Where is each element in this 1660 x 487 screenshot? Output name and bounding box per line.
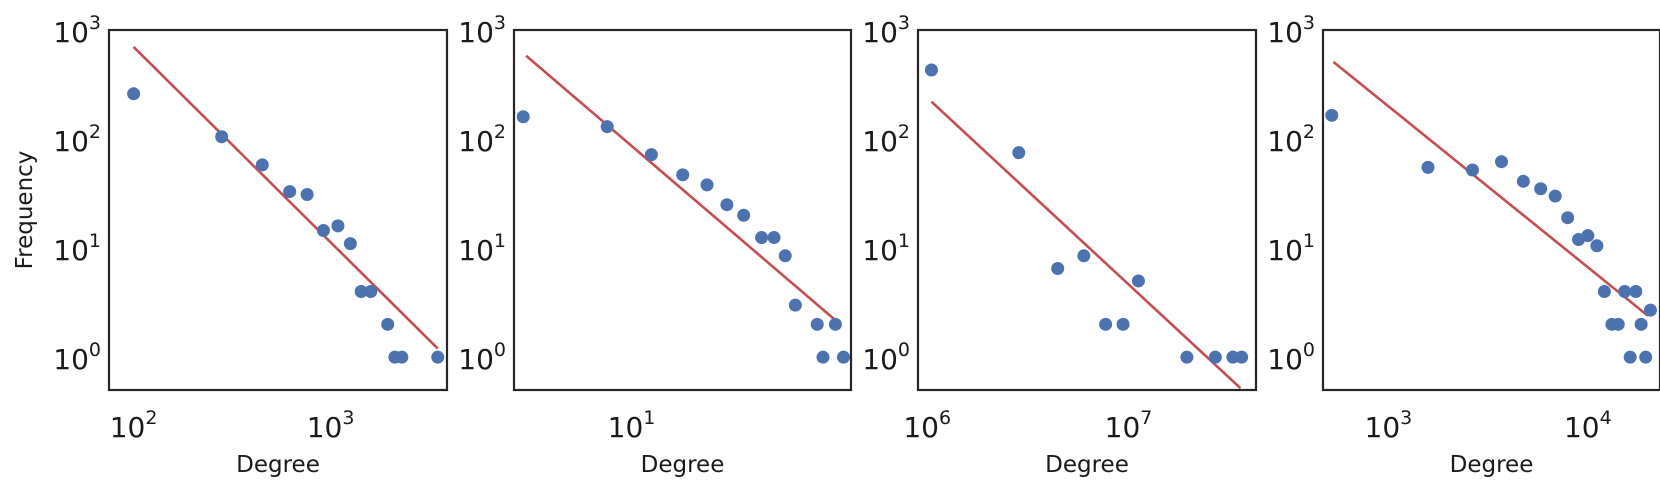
data-point-5 — [1516, 174, 1530, 188]
data-point-1 — [924, 63, 938, 77]
x-tick-label: 102 — [110, 407, 158, 444]
y-tick-label: 102 — [458, 121, 506, 158]
y-tick-label: 101 — [862, 230, 910, 267]
x-axis-label: Degree — [641, 452, 725, 478]
data-point-19 — [1639, 350, 1653, 364]
x-axis-label: Degree — [1045, 452, 1129, 478]
plot-frame — [1321, 28, 1660, 392]
data-point-3 — [644, 148, 658, 162]
data-point-1 — [1325, 108, 1339, 122]
x-tick-label: 106 — [903, 407, 951, 444]
data-point-5 — [300, 188, 314, 202]
y-axis-label: Frequency — [12, 151, 38, 270]
data-point-4 — [676, 168, 690, 182]
x-tick-label: 107 — [1105, 407, 1153, 444]
fit-line — [930, 100, 1242, 390]
data-point-14 — [431, 350, 445, 364]
data-point-8 — [343, 237, 357, 251]
data-point-9 — [354, 285, 368, 299]
data-point-7 — [1131, 274, 1145, 288]
data-point-15 — [1618, 285, 1632, 299]
fit-line — [1332, 60, 1649, 317]
y-tick-label: 102 — [1267, 121, 1315, 158]
data-point-11 — [1590, 239, 1604, 253]
y-tick-label: 103 — [53, 12, 101, 49]
data-point-3 — [1465, 163, 1479, 177]
data-point-1 — [516, 110, 530, 124]
data-point-2 — [215, 130, 229, 144]
data-point-4 — [283, 185, 297, 199]
data-point-16 — [1623, 350, 1637, 364]
data-point-13 — [816, 350, 830, 364]
x-axis-label: Degree — [236, 452, 320, 478]
x-tick-label: 103 — [1365, 407, 1413, 444]
data-point-6 — [1116, 317, 1130, 331]
y-tick-label: 103 — [1267, 12, 1315, 49]
data-point-17 — [1629, 285, 1643, 299]
data-point-6 — [1534, 182, 1548, 196]
y-tick-label: 101 — [53, 230, 101, 267]
y-tick-label: 102 — [862, 121, 910, 158]
y-tick-label: 100 — [1267, 339, 1315, 376]
data-point-13 — [395, 350, 409, 364]
fit-line — [132, 45, 439, 350]
x-axis-label: Degree — [1450, 452, 1534, 478]
data-point-11 — [1235, 350, 1249, 364]
data-point-9 — [1208, 350, 1222, 364]
data-point-1 — [127, 87, 141, 101]
data-point-7 — [331, 219, 345, 233]
data-point-5 — [700, 178, 714, 192]
data-point-6 — [720, 198, 734, 212]
data-point-11 — [381, 317, 395, 331]
data-point-11 — [788, 298, 802, 312]
fit-line — [525, 54, 842, 326]
data-point-5 — [1099, 317, 1113, 331]
x-tick-label: 101 — [608, 407, 656, 444]
data-point-2 — [600, 120, 614, 134]
data-point-7 — [1548, 189, 1562, 203]
data-point-14 — [1611, 317, 1625, 331]
data-point-15 — [836, 350, 850, 364]
data-point-20 — [1643, 303, 1657, 317]
chart-panel-1: 100 101 102 103 102 103 Degree Frequency — [12, 12, 449, 478]
data-point-10 — [778, 249, 792, 263]
y-tick-label: 103 — [862, 12, 910, 49]
data-point-3 — [255, 158, 269, 172]
data-point-2 — [1421, 160, 1435, 174]
data-point-7 — [737, 208, 751, 222]
y-tick-label: 101 — [458, 230, 506, 267]
data-point-8 — [1561, 211, 1575, 225]
y-tick-label: 101 — [1267, 230, 1315, 267]
data-point-6 — [316, 224, 330, 238]
data-point-9 — [767, 231, 781, 245]
plot-frame — [107, 28, 449, 392]
data-point-14 — [828, 317, 842, 331]
plot-frame — [512, 28, 853, 392]
y-tick-label: 103 — [458, 12, 506, 49]
y-tick-label: 100 — [53, 339, 101, 376]
data-point-3 — [1051, 262, 1065, 276]
data-point-10 — [364, 285, 378, 299]
x-tick-label: 104 — [1564, 407, 1612, 444]
data-point-10 — [1581, 229, 1595, 243]
data-point-8 — [755, 231, 769, 245]
y-tick-label: 100 — [458, 339, 506, 376]
plot-frame — [916, 28, 1258, 392]
chart-panel-3: 100 101 102 103 106 107 Degree — [862, 12, 1258, 478]
y-tick-label: 100 — [862, 339, 910, 376]
data-point-4 — [1077, 249, 1091, 263]
data-point-4 — [1494, 155, 1508, 169]
data-point-12 — [810, 317, 824, 331]
data-point-8 — [1180, 350, 1194, 364]
x-tick-label: 103 — [307, 407, 355, 444]
y-tick-label: 102 — [53, 121, 101, 158]
chart-panel-2: 100 101 102 103 101 Degree — [458, 12, 853, 478]
data-point-12 — [1597, 285, 1611, 299]
data-point-2 — [1012, 146, 1026, 160]
chart-panel-4: 100 101 102 103 103 104 Degree — [1267, 12, 1660, 478]
data-point-18 — [1634, 317, 1648, 331]
